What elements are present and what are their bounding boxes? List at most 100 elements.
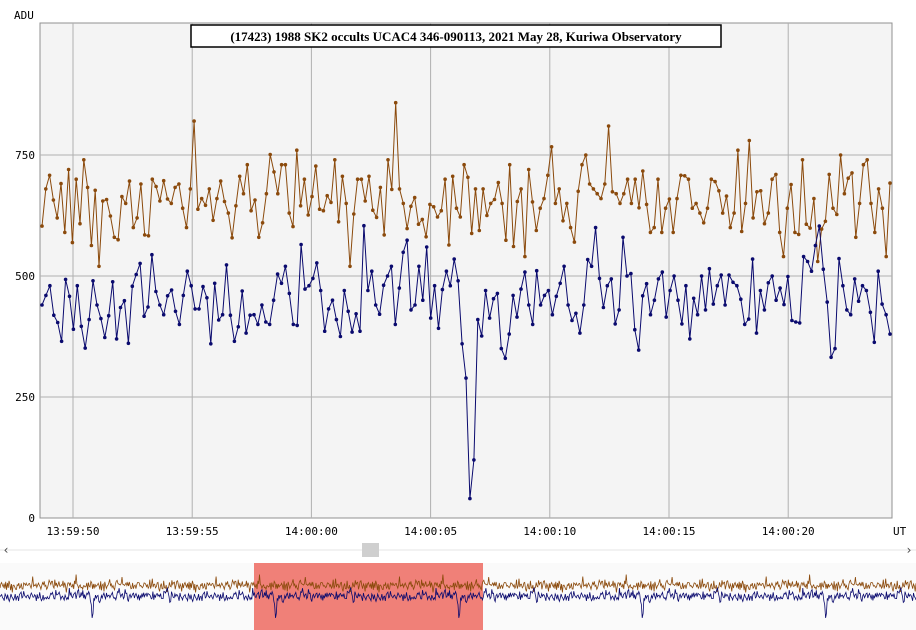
series-2-point [636,348,641,352]
series-1-point [222,199,227,204]
series-2-point [228,313,233,318]
series-1-point [112,235,117,240]
overview-panel[interactable] [0,563,916,630]
series-1-point [93,188,97,193]
series-1-point [869,201,873,206]
series-1-point [610,190,615,194]
series-1-point [709,177,714,181]
series-1-point [161,178,166,183]
series-2-point [240,289,244,293]
scroll-right-button[interactable]: › [906,543,912,557]
series-1-point [523,254,527,259]
series-2-point [264,320,268,324]
series-1-point [291,224,295,229]
series-2-point [821,267,826,272]
series-1-point [215,196,219,201]
series-2-point [570,318,574,323]
series-1-point [720,211,725,215]
series-2-point [672,274,676,278]
series-2-point [711,302,716,306]
scroll-left-button[interactable]: ‹ [3,543,9,557]
series-line-1 [41,102,891,267]
series-2-point [370,269,374,274]
series-2-point [338,334,343,339]
series-1-point [857,201,862,206]
x-tick-label: 14:00:20 [762,525,815,538]
series-2-point [754,331,759,335]
series-2-point [413,303,417,307]
series-2-point [503,356,508,361]
series-1-point [880,206,885,210]
scroll-thumb[interactable] [362,543,379,557]
series-1-point [538,206,542,210]
y-tick-label: 250 [15,391,35,404]
y-tick-label: 500 [15,270,35,283]
series-2-point [731,280,735,285]
series-2-point [377,312,382,317]
series-2-point [114,337,119,341]
series-2-point [530,322,535,327]
series-1-point [443,177,447,181]
series-1-point [70,240,75,245]
series-1-point [766,211,771,215]
series-1-point [876,187,881,191]
series-1-point [789,182,793,187]
series-2-point [460,342,464,346]
series-1-point [743,201,748,206]
series-1-point [819,227,824,231]
overview-selection[interactable] [254,563,483,630]
series-2-point [538,303,543,307]
series-1-point [739,229,744,234]
series-1-point [682,174,687,178]
series-2-point [794,320,798,324]
series-2-point [421,298,425,303]
series-2-point [719,273,723,277]
series-1-point [390,187,394,192]
series-2-point [841,283,845,288]
series-2-point [884,312,888,317]
series-1-point [177,182,181,186]
series-2-point [742,322,747,327]
series-1-point [663,206,668,210]
series-2-point [110,280,115,284]
series-1-point [842,191,847,196]
series-1-point [409,204,413,209]
y-axis-label: ADU [14,9,34,22]
series-2-point [684,283,688,288]
series-1-point [336,220,341,224]
series-1-point [355,177,360,181]
series-2-point [244,331,248,335]
overview-series [0,574,916,618]
series-2-point [691,296,696,301]
x-tick-label: 14:00:05 [404,525,457,538]
series-1-point [424,235,428,239]
x-tick-label: 13:59:50 [47,525,100,538]
series-2-point [55,320,60,325]
series-2-point [585,257,590,262]
series-2-point [63,277,68,282]
series-1-point [85,185,90,190]
series-1-point [226,211,231,215]
series-2-point [519,287,523,291]
series-2-point [801,254,806,259]
series-1-point [762,221,767,226]
series-2-point [346,309,351,314]
series-1-point [352,212,356,216]
series-2-point [232,339,237,344]
series-1-point [59,181,63,186]
series-1-point [652,225,656,230]
series-2-point [664,315,668,319]
series-2-point [165,294,170,298]
series-1-point [827,172,831,177]
series-1-point [587,182,592,186]
series-2-point [625,274,629,278]
series-2-point [154,289,158,294]
series-1-point [701,221,706,225]
series-1-point [823,219,828,224]
series-2-point [688,337,692,341]
series-2-point [212,281,217,286]
series-1-point [420,217,425,222]
chart-title-frame [190,24,722,48]
series-1-point [78,221,82,226]
series-1-point [637,206,641,210]
